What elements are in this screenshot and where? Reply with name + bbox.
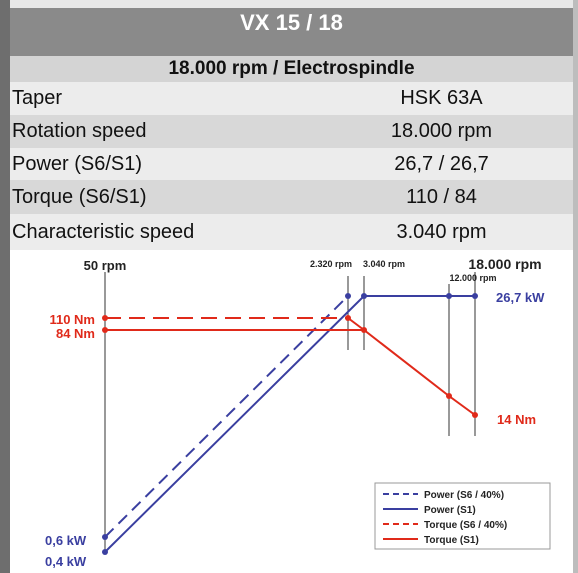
key: Rotation speed [12,120,147,142]
power-markers [102,293,478,555]
key: Taper [12,87,63,109]
label: 50 rpm [84,258,127,273]
label: 26,7 kW [496,290,545,305]
table-row: Characteristic speed 3.040 rpm [10,214,573,250]
table-row: Power (S6/S1) 26,7 / 26,7 [10,148,573,180]
label: 110 Nm [49,312,95,327]
label: 84 Nm [56,326,95,341]
diagram: 50 rpm 2.320 rpm 3.040 rpm 18.000 rpm 12… [10,250,573,573]
right-border [573,0,578,573]
left-border [0,0,10,573]
value: 18.000 rpm [390,120,493,142]
key: Power (S6/S1) [12,152,143,175]
legend-label: Power (S1) [424,505,476,516]
top-strip [10,0,573,8]
legend-label: Torque (S6 / 40%) [424,520,507,531]
table-row: Rotation speed 18.000 rpm [10,115,573,148]
value: HSK 63A [400,87,483,109]
table-row: Taper HSK 63A [10,82,573,115]
key: Torque (S6/S1) [12,185,147,208]
subtitle: 18.000 rpm / Electrospindle [10,56,573,82]
legend-label: Torque (S1) [424,535,479,546]
value: 3.040 rpm [396,220,487,243]
label: 12.000 rpm [449,273,496,283]
legend-label: Power (S6 / 40%) [424,490,504,501]
value: 26,7 / 26,7 [394,152,489,175]
torque-markers [102,315,478,418]
label: 14 Nm [497,412,536,427]
label: 0,6 kW [45,533,87,548]
label: 18.000 rpm [468,256,541,272]
spacer [10,38,573,56]
title: VX 15 / 18 [10,8,573,38]
value: 110 / 84 [406,185,477,208]
label: 2.320 rpm [310,259,352,269]
label: 3.040 rpm [363,259,405,269]
label: 0,4 kW [45,554,87,569]
table-row: Torque (S6/S1) 110 / 84 [10,180,573,214]
key: Characteristic speed [12,220,195,243]
